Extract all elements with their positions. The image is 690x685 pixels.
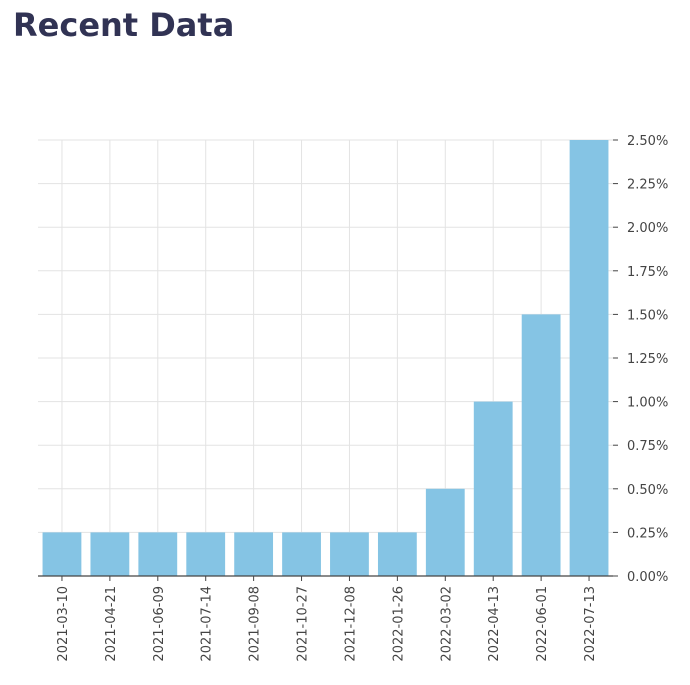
y-tick-label: 2.00% <box>627 221 668 236</box>
x-tick-label: 2022-04-13 <box>487 586 502 662</box>
bar <box>330 532 369 576</box>
bar <box>569 140 609 576</box>
bar <box>425 488 465 576</box>
x-tick-label: 2022-06-01 <box>535 586 550 662</box>
x-tick-label: 2022-03-02 <box>439 586 454 662</box>
bar <box>42 532 82 576</box>
x-tick-label: 2021-03-10 <box>56 586 71 662</box>
y-tick-label: 2.50% <box>627 134 668 149</box>
x-tick-label: 2021-06-09 <box>152 586 167 662</box>
bar <box>377 532 417 576</box>
y-tick-label: 0.75% <box>627 439 668 454</box>
page-title: Recent Data <box>13 6 235 44</box>
x-tick-label: 2022-01-26 <box>391 586 406 662</box>
x-tick-label: 2021-10-27 <box>296 586 311 662</box>
bar <box>234 532 274 576</box>
y-tick-label: 0.25% <box>627 526 668 541</box>
x-tick-label: 2021-07-14 <box>200 586 215 662</box>
bar <box>473 401 513 576</box>
label-layer: 0.00% 0.25% 0.50% 0.75% 1.00% 1.25% 1.50% 1.75%… <box>56 134 668 662</box>
y-tick-label: 1.50% <box>627 308 668 323</box>
bar <box>138 532 178 576</box>
bar <box>186 532 226 576</box>
y-tick-label: 1.00% <box>627 396 668 411</box>
axis-layer <box>38 139 618 581</box>
x-tick-label: 2021-04-21 <box>104 586 119 662</box>
bar-layer <box>42 140 609 576</box>
y-tick-label: 1.25% <box>627 352 668 367</box>
y-tick-label: 1.75% <box>627 265 668 280</box>
x-tick-label: 2022-07-13 <box>583 586 598 662</box>
x-tick-label: 2021-09-08 <box>248 586 263 662</box>
bar <box>90 532 130 576</box>
bar <box>282 532 321 576</box>
y-tick-label: 0.50% <box>627 483 668 498</box>
y-tick-label: 0.00% <box>627 570 668 585</box>
bar <box>521 314 561 576</box>
y-tick-label: 2.25% <box>627 178 668 193</box>
x-tick-label: 2021-12-08 <box>343 586 358 662</box>
